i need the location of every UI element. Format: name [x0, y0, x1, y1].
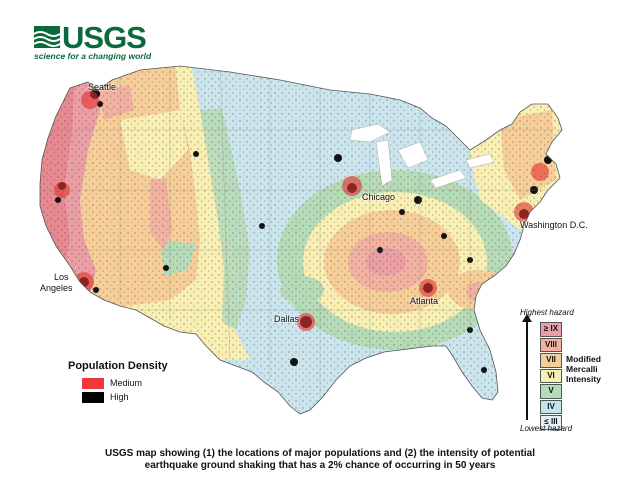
hazard-legend: Highest hazard ≥ IX VIII VII VI V IV ≤ I…: [500, 308, 630, 438]
city-label-los-angeles-line1: Los: [54, 272, 69, 282]
intensity-box: VI: [540, 368, 562, 383]
city-label-dallas: Dallas: [274, 314, 300, 324]
city-label-chicago: Chicago: [362, 192, 396, 202]
city-label-seattle: Seattle: [88, 82, 117, 92]
intensity-box: ≥ IX: [540, 322, 562, 337]
population-legend: Population Density Medium High: [68, 360, 168, 404]
usgs-wave-icon: [34, 26, 60, 48]
legend-swatch-high: [82, 391, 104, 403]
city-label-washington: Washington D.C.: [520, 220, 588, 230]
usgs-logo: USGS science for a changing world: [34, 20, 174, 64]
arrow-up-icon: [522, 314, 532, 322]
caption-line-1: USGS map showing (1) the locations of ma…: [104, 448, 536, 459]
intensity-box: IV: [540, 399, 562, 414]
legend-item-medium: Medium: [82, 376, 168, 390]
city-label-los-angeles-line2: Angeles: [40, 283, 73, 293]
scale-line-2: Mercalli: [566, 364, 598, 374]
intensity-scale: ≥ IX VIII VII VI V IV ≤ III: [540, 322, 562, 431]
intensity-box: ≤ III: [540, 415, 562, 430]
lowest-hazard-label: Lowest hazard: [520, 424, 573, 433]
legend-label-high: High: [110, 392, 129, 402]
population-legend-title: Population Density: [68, 360, 168, 372]
legend-swatch-medium: [82, 377, 104, 389]
scale-line-1: Modified: [566, 354, 601, 364]
intensity-box: V: [540, 384, 562, 399]
intensity-box: VIII: [540, 337, 562, 352]
usgs-wordmark: USGS: [62, 20, 147, 55]
intensity-box: VII: [540, 353, 562, 368]
caption-line-2: earthquake ground shaking that has a 2% …: [144, 460, 496, 471]
city-label-atlanta: Atlanta: [410, 296, 439, 306]
mercalli-scale-label: Modified Mercalli Intensity: [566, 354, 601, 384]
hazard-arrow-shaft: [526, 320, 528, 420]
legend-item-high: High: [82, 390, 168, 404]
highest-hazard-label: Highest hazard: [520, 308, 574, 317]
scale-line-3: Intensity: [566, 374, 601, 384]
us-hazard-map: [39, 65, 563, 415]
usgs-tagline: science for a changing world: [34, 51, 152, 61]
map-caption: USGS map showing (1) the locations of ma…: [0, 448, 640, 472]
legend-label-medium: Medium: [110, 378, 143, 388]
